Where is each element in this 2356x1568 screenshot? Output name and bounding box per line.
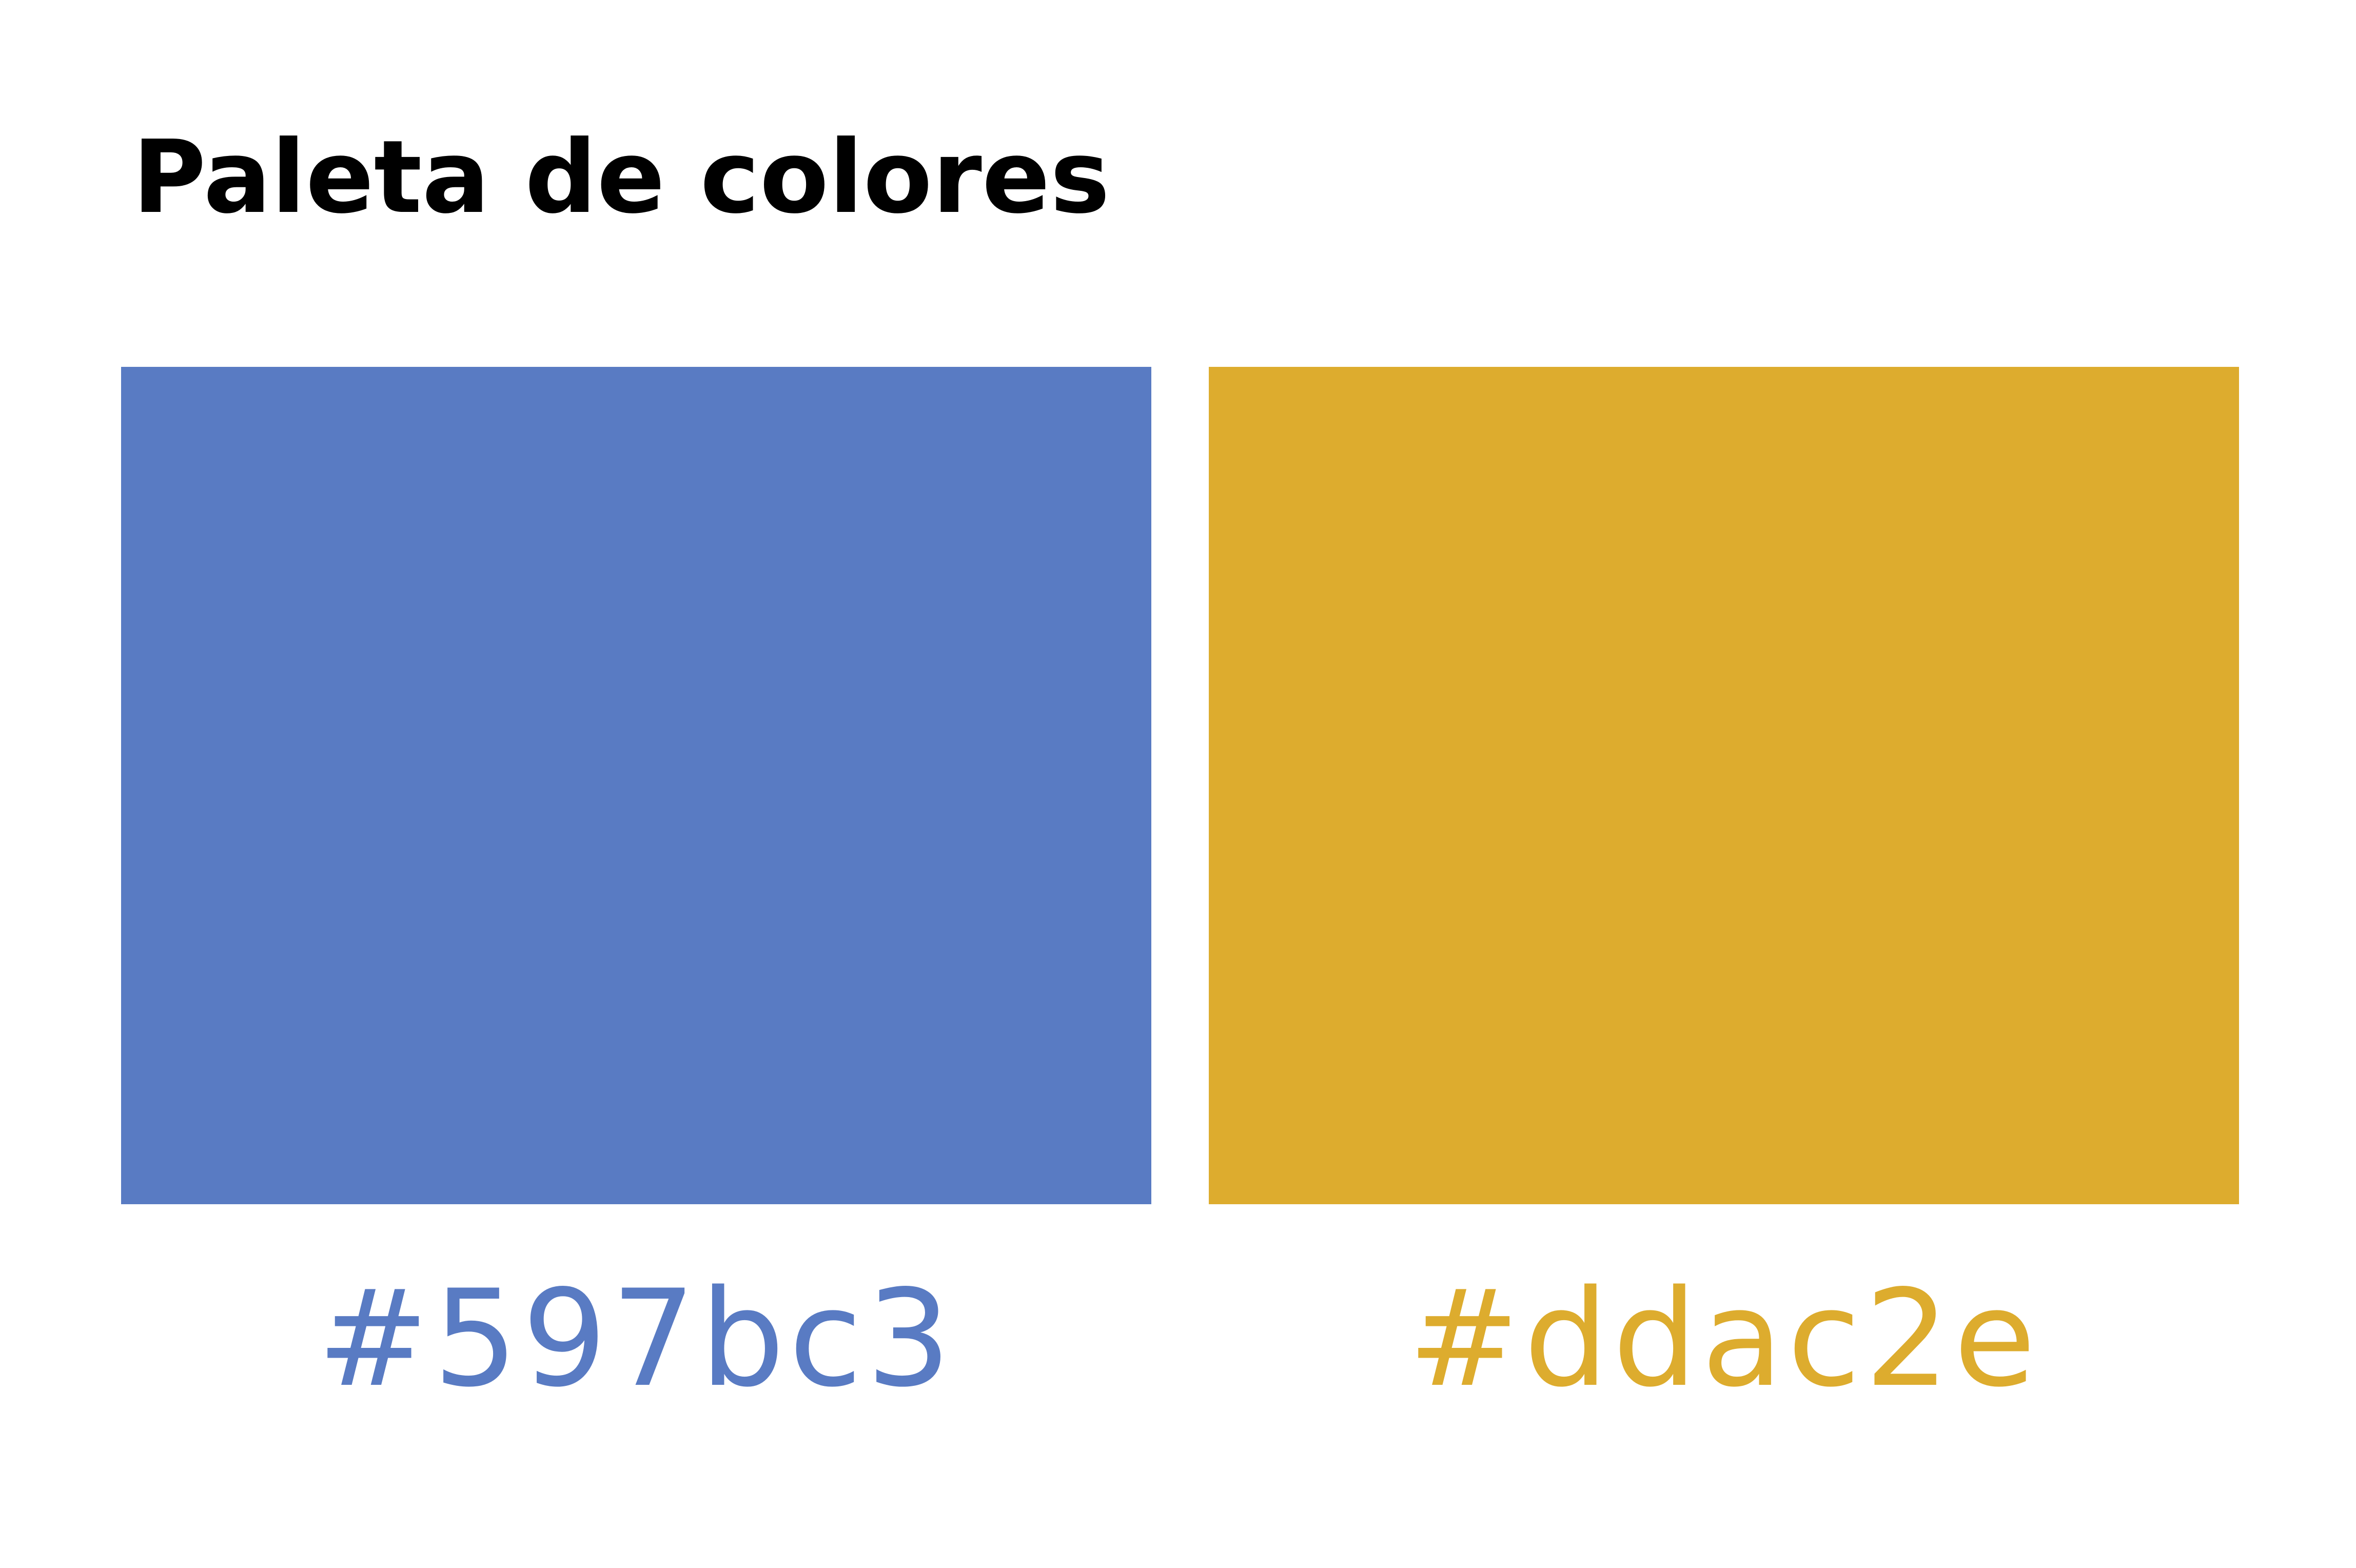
color-swatch-blue <box>121 367 1151 1204</box>
color-hex-label-blue: #597bc3 <box>317 1262 955 1417</box>
page-title: Paleta de colores <box>132 119 1110 236</box>
color-swatch-yellow <box>1209 367 2239 1204</box>
color-hex-label-yellow: #ddac2e <box>1408 1262 2040 1417</box>
